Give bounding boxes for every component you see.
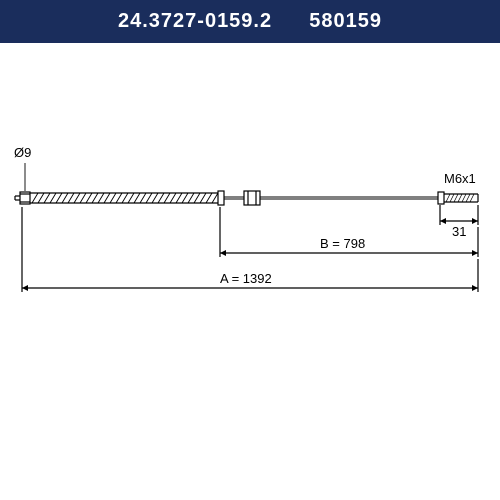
part-number: 24.3727-0159.2 — [118, 10, 272, 32]
left-diameter-label: Ø9 — [14, 145, 31, 160]
part-code: 580159 — [309, 10, 382, 32]
dim-a-label: A = 1392 — [220, 271, 272, 286]
header-bar: 24.3727-0159.2 580159 — [0, 0, 500, 43]
diagram-area: Ø9 M6x1 31 B = 798 A = 1392 — [0, 43, 500, 498]
dim-31-label: 31 — [452, 224, 466, 239]
dim-b-label: B = 798 — [320, 236, 365, 251]
right-thread-label: M6x1 — [444, 171, 476, 186]
